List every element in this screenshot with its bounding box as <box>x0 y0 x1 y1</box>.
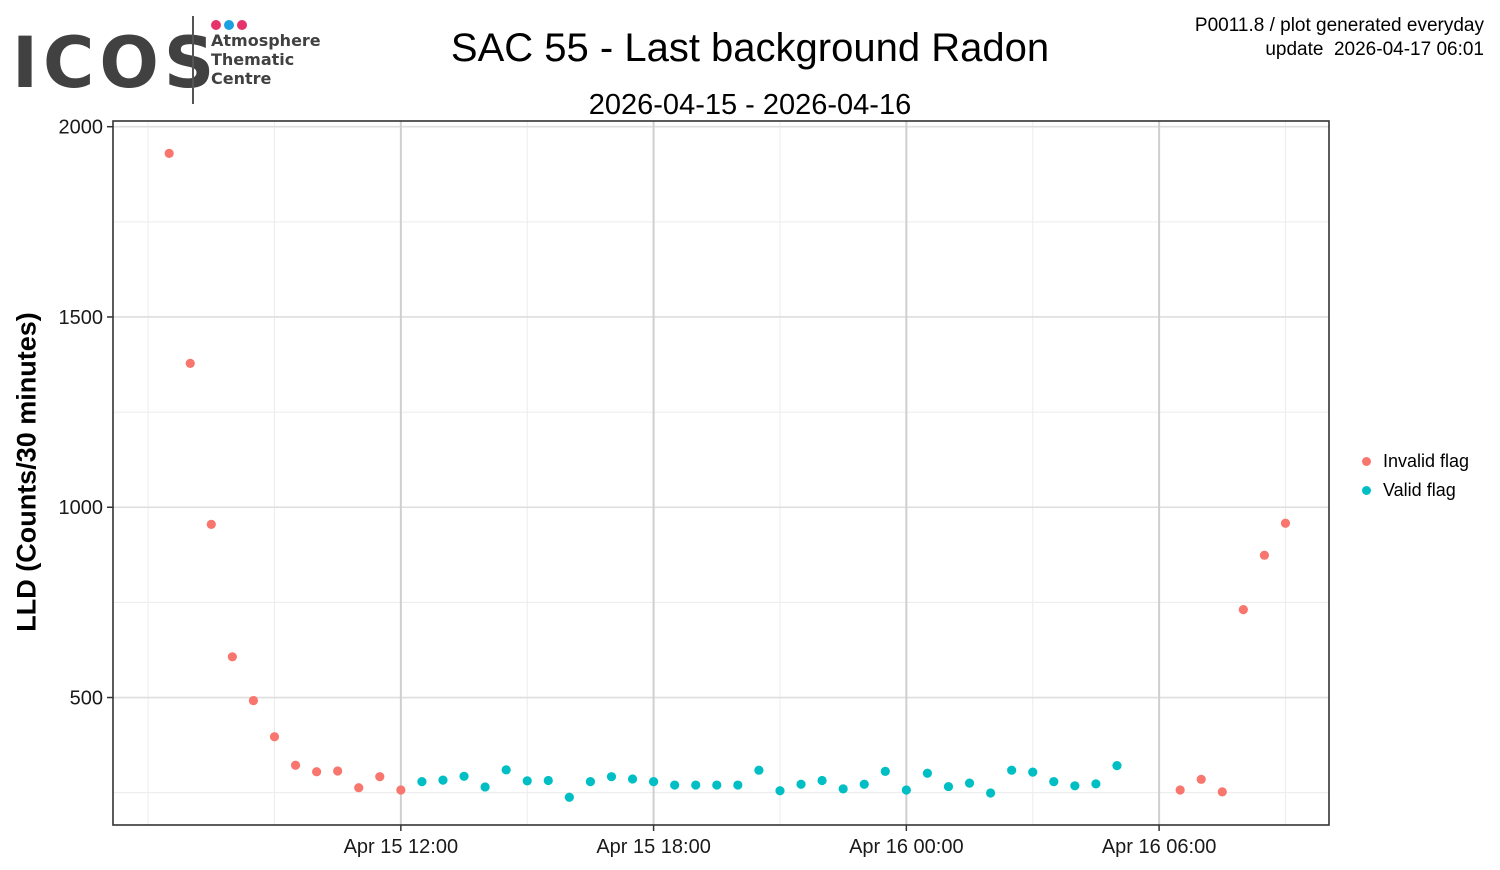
data-point-valid <box>480 782 490 792</box>
data-point-valid <box>501 765 511 775</box>
data-point-invalid <box>354 783 364 793</box>
legend-marker-valid <box>1362 486 1371 495</box>
data-point-valid <box>796 779 806 789</box>
logo-subtitle: Atmosphere Thematic Centre <box>211 31 321 88</box>
data-point-valid <box>1091 779 1101 789</box>
data-point-valid <box>985 788 996 798</box>
data-point-invalid <box>290 760 301 770</box>
logo-wordmark: ICOS <box>12 22 220 104</box>
data-point-valid <box>733 780 743 790</box>
data-point-invalid <box>269 732 280 742</box>
data-point-invalid <box>375 772 385 782</box>
x-tick-label: Apr 16 06:00 <box>1102 836 1217 858</box>
icos-logo: ICOS Atmosphere Thematic Centre <box>10 14 330 106</box>
logo-dot <box>224 20 234 30</box>
y-tick-label: 500 <box>70 688 103 710</box>
data-point-invalid <box>1196 774 1206 784</box>
update-timestamp: update 2026-04-17 06:01 <box>1265 39 1484 60</box>
chart-title: SAC 55 - Last background Radon <box>450 26 1050 70</box>
data-point-valid <box>712 780 722 790</box>
legend-item-valid: Valid flag <box>1360 476 1469 505</box>
data-point-invalid <box>1238 605 1248 615</box>
data-point-valid <box>543 775 553 786</box>
logo-subtitle-line: Atmosphere <box>211 31 321 50</box>
chart-subtitle: 2026-04-15 - 2026-04-16 <box>588 89 912 121</box>
data-point-invalid <box>1259 550 1270 560</box>
data-point-invalid <box>206 519 216 529</box>
legend-label-valid: Valid flag <box>1383 480 1456 500</box>
data-point-valid <box>670 780 680 790</box>
data-point-valid <box>1049 777 1059 787</box>
data-point-invalid <box>312 767 322 777</box>
data-point-valid <box>1112 761 1122 771</box>
data-point-invalid <box>1280 518 1291 528</box>
logo-dot <box>237 20 247 30</box>
data-point-valid <box>838 784 848 794</box>
data-point-valid <box>754 765 764 775</box>
data-point-invalid <box>1217 787 1227 797</box>
data-point-valid <box>880 766 890 776</box>
data-point-valid <box>564 792 574 802</box>
y-tick-label: 1000 <box>59 497 104 519</box>
data-point-valid <box>627 774 638 784</box>
data-point-valid <box>859 779 869 789</box>
plot-border <box>112 120 1330 826</box>
data-point-invalid <box>227 652 237 662</box>
legend-marker-invalid <box>1362 457 1371 466</box>
data-point-valid <box>1007 765 1017 775</box>
data-point-valid <box>459 771 469 781</box>
x-tick-label: Apr 16 00:00 <box>849 836 964 858</box>
data-point-valid <box>964 778 975 788</box>
data-point-invalid <box>185 358 195 369</box>
data-point-invalid <box>164 148 174 158</box>
data-point-valid <box>417 777 427 787</box>
data-point-valid <box>943 781 954 792</box>
x-tick-label: Apr 15 18:00 <box>596 836 711 858</box>
data-point-valid <box>901 785 911 795</box>
data-point-invalid <box>396 785 406 795</box>
x-tick-label: Apr 15 12:00 <box>344 836 459 858</box>
legend-label-invalid: Invalid flag <box>1383 451 1470 471</box>
logo-dot <box>211 20 221 30</box>
data-point-valid <box>1070 781 1080 791</box>
data-point-invalid <box>333 766 343 776</box>
logo-subtitle-line: Centre <box>211 69 272 88</box>
data-point-valid <box>922 768 933 778</box>
legend: Invalid flag Valid flag <box>1360 447 1469 505</box>
data-point-valid <box>775 786 785 796</box>
data-point-valid <box>585 777 596 787</box>
data-point-valid <box>606 772 617 782</box>
generation-note: P0011.8 / plot generated everyday update… <box>1195 14 1484 62</box>
logo-subtitle-line: Thematic <box>211 50 295 69</box>
data-point-invalid <box>1175 785 1185 795</box>
data-point-valid <box>1028 767 1038 777</box>
data-point-valid <box>817 775 827 786</box>
data-point-valid <box>522 776 532 786</box>
data-point-valid <box>438 775 448 785</box>
y-tick-label: 2000 <box>59 117 104 139</box>
y-tick-label: 1500 <box>59 307 104 329</box>
generation-note-line: P0011.8 / plot generated everyday <box>1194 15 1484 36</box>
data-point-invalid <box>248 695 259 706</box>
data-point-valid <box>649 777 659 787</box>
data-point-valid <box>691 780 701 790</box>
logo-dots <box>211 17 250 30</box>
logo-separator <box>192 16 194 104</box>
legend-item-invalid: Invalid flag <box>1360 447 1469 476</box>
